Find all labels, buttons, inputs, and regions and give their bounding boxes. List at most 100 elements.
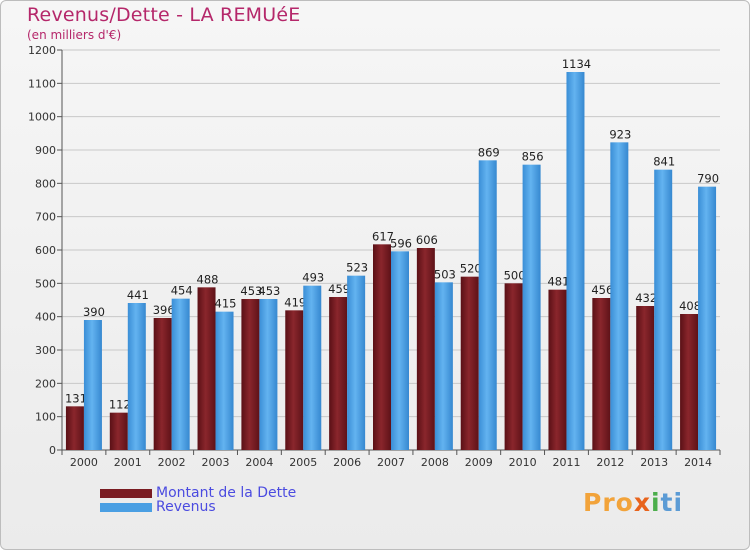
- x-tick-label: 2006: [333, 456, 361, 469]
- data-label-revenus-2009: 869: [478, 145, 500, 159]
- x-tick-label: 2003: [202, 456, 230, 469]
- bar-dette-2003: [197, 287, 216, 450]
- data-label-dette-2002: 396: [153, 303, 175, 317]
- data-label-dette-2014: 408: [679, 299, 701, 313]
- y-tick-label: 200: [35, 377, 56, 390]
- bar-revenus-2001: [127, 303, 146, 450]
- bar-revenus-2005: [303, 285, 322, 450]
- data-label-revenus-2012: 923: [609, 127, 631, 141]
- bar-revenus-2002: [171, 298, 190, 450]
- y-tick-label: 1100: [28, 77, 56, 90]
- bar-dette-2006: [329, 297, 348, 450]
- bar-revenus-2009: [478, 160, 497, 451]
- bar-dette-2007: [373, 244, 391, 450]
- bar-dette-2013: [636, 306, 655, 450]
- data-label-revenus-2005: 493: [302, 271, 324, 285]
- x-tick-label: 2001: [114, 456, 142, 469]
- data-label-revenus-2011: 1134: [562, 57, 591, 71]
- bar-dette-2008: [416, 248, 435, 450]
- data-label-dette-2003: 488: [197, 272, 219, 286]
- legend-item-revenus: Revenus: [100, 499, 360, 516]
- data-label-dette-2005: 419: [284, 295, 306, 309]
- x-tick-label: 2009: [465, 456, 493, 469]
- legend-label-dette: Montant de la Dette: [156, 485, 297, 501]
- chart-title: Revenus/Dette - LA REMUéE: [27, 4, 301, 26]
- bar-revenus-2008: [434, 282, 453, 450]
- bar-dette-2002: [153, 318, 172, 450]
- logo-part-1: Pro: [583, 488, 634, 517]
- legend-swatch-dette: [100, 489, 152, 498]
- logo-part-4: ti: [660, 488, 684, 517]
- chart-subtitle: (en milliers d'€): [27, 28, 122, 42]
- data-label-revenus-2008: 503: [434, 267, 456, 281]
- bar-revenus-2007: [391, 251, 409, 450]
- x-tick-label: 2005: [289, 456, 317, 469]
- data-label-dette-2001: 112: [109, 398, 131, 412]
- data-label-dette-2013: 432: [635, 291, 657, 305]
- y-tick-label: 700: [35, 211, 56, 224]
- data-label-dette-2000: 131: [65, 391, 87, 405]
- data-label-revenus-2000: 390: [83, 305, 105, 319]
- bar-dette-2000: [65, 406, 84, 450]
- proxiti-logo: Proxiti: [583, 488, 683, 517]
- legend-label-revenus: Revenus: [156, 499, 216, 515]
- bar-revenus-2011: [566, 72, 585, 450]
- x-tick-label: 2008: [421, 456, 449, 469]
- bar-revenus-2010: [522, 164, 541, 450]
- bar-revenus-2004: [259, 299, 278, 450]
- x-tick-label: 2010: [509, 456, 537, 469]
- data-label-revenus-2013: 841: [653, 155, 675, 169]
- bar-dette-2009: [460, 276, 479, 450]
- y-tick-label: 400: [35, 311, 56, 324]
- y-tick-label: 600: [35, 244, 56, 257]
- data-label-revenus-2014: 790: [697, 172, 719, 186]
- x-tick-label: 2007: [377, 456, 405, 469]
- data-label-dette-2004: 453: [240, 284, 262, 298]
- bar-revenus-2012: [610, 142, 629, 451]
- data-label-dette-2009: 520: [460, 262, 482, 276]
- bar-dette-2010: [504, 283, 523, 450]
- data-label-dette-2007: 617: [372, 229, 394, 243]
- bar-revenus-2006: [347, 275, 366, 450]
- y-tick-label: 1000: [28, 111, 56, 124]
- data-label-revenus-2001: 441: [127, 288, 149, 302]
- legend-item-dette: Montant de la Dette: [100, 485, 360, 502]
- data-label-dette-2012: 456: [591, 283, 613, 297]
- data-label-revenus-2006: 523: [346, 261, 368, 275]
- y-tick-label: 800: [35, 177, 56, 190]
- x-tick-label: 2013: [640, 456, 668, 469]
- y-tick-label: 100: [35, 411, 56, 424]
- x-tick-label: 2012: [596, 456, 624, 469]
- bar-revenus-2003: [215, 311, 234, 450]
- data-label-revenus-2004: 453: [258, 284, 280, 298]
- data-label-dette-2006: 459: [328, 282, 350, 296]
- bar-revenus-2000: [83, 320, 102, 450]
- bar-dette-2011: [548, 289, 567, 450]
- data-label-dette-2010: 500: [504, 268, 526, 282]
- bar-dette-2001: [109, 412, 128, 450]
- y-tick-label: 0: [49, 444, 56, 457]
- x-tick-label: 2000: [70, 456, 98, 469]
- x-tick-label: 2011: [552, 456, 580, 469]
- logo-part-3: i: [650, 488, 661, 517]
- data-label-revenus-2007: 596: [390, 236, 412, 250]
- bar-dette-2004: [241, 299, 260, 450]
- data-label-revenus-2003: 415: [215, 297, 237, 311]
- bar-dette-2005: [285, 310, 304, 450]
- data-label-revenus-2010: 856: [522, 150, 544, 164]
- logo-part-2: x: [633, 488, 651, 517]
- bar-revenus-2014: [698, 186, 717, 450]
- bar-revenus-2013: [654, 169, 673, 450]
- y-tick-label: 900: [35, 144, 56, 157]
- data-label-dette-2011: 481: [547, 275, 569, 289]
- x-tick-label: 2004: [245, 456, 273, 469]
- bar-dette-2014: [680, 314, 699, 450]
- data-label-revenus-2002: 454: [171, 284, 193, 298]
- data-label-dette-2008: 606: [416, 233, 438, 247]
- x-tick-label: 2014: [684, 456, 712, 469]
- bar-dette-2012: [592, 298, 611, 450]
- x-tick-label: 2002: [158, 456, 186, 469]
- y-tick-label: 300: [35, 344, 56, 357]
- legend-swatch-revenus: [100, 503, 152, 512]
